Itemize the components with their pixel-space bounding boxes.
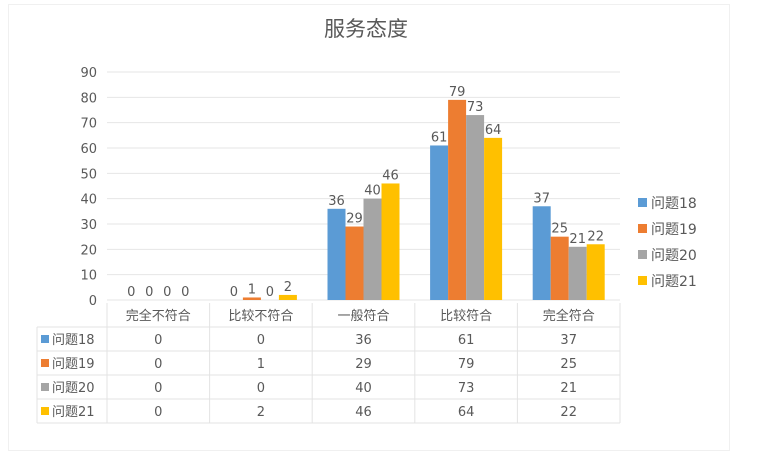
table-cell: 40	[355, 381, 372, 396]
y-tick-label: 10	[80, 269, 97, 284]
legend-label: 问题18	[651, 196, 697, 212]
bar	[586, 244, 605, 300]
category-label: 完全不符合	[126, 308, 191, 324]
table-cell: 0	[154, 405, 162, 420]
table-cell: 1	[257, 357, 265, 372]
table-cell: 0	[257, 381, 265, 396]
category-label: 一般符合	[337, 308, 389, 324]
data-label: 22	[587, 229, 604, 244]
legend-label: 问题19	[651, 222, 697, 238]
bar	[550, 236, 569, 300]
legend-label: 问题20	[651, 248, 697, 264]
y-tick-label: 70	[80, 117, 97, 132]
table-cell: 36	[355, 333, 372, 348]
table-row-header: 问题20	[52, 381, 95, 396]
chart-title: 服务态度	[324, 17, 408, 41]
data-label: 79	[449, 85, 466, 100]
bar	[484, 137, 503, 300]
table-cell: 25	[560, 357, 577, 372]
table-cell: 2	[257, 405, 265, 420]
data-label: 2	[284, 280, 292, 295]
y-tick-label: 80	[80, 91, 97, 106]
bar	[448, 99, 467, 300]
y-tick-label: 50	[80, 167, 97, 182]
y-tick-label: 0	[89, 294, 97, 309]
category-label: 比较符合	[440, 308, 492, 324]
legend: 问题18 问题19 问题20 问题21	[638, 196, 697, 290]
legend-swatch	[638, 276, 647, 285]
y-tick-label: 60	[80, 142, 97, 157]
data-label: 36	[328, 194, 345, 209]
table-row-header: 问题18	[52, 333, 95, 348]
table-cell: 22	[560, 405, 577, 420]
y-axis: 0 10 20 30 40 50 60 70 80 90	[80, 66, 97, 309]
table-cell: 73	[458, 381, 475, 396]
data-label: 0	[163, 285, 171, 300]
bar	[466, 115, 485, 300]
table-cell: 46	[355, 405, 372, 420]
bar	[327, 208, 346, 300]
y-tick-label: 30	[80, 218, 97, 233]
data-label: 46	[382, 168, 399, 183]
data-label: 73	[467, 100, 484, 115]
table-row-header: 问题19	[52, 357, 95, 372]
data-label: 29	[346, 212, 363, 227]
table-key-swatch	[41, 407, 49, 415]
data-label: 37	[533, 191, 550, 206]
data-label: 25	[551, 222, 568, 237]
bars	[242, 99, 605, 300]
bar	[430, 145, 449, 300]
table-cell: 29	[355, 357, 372, 372]
data-label: 0	[145, 285, 153, 300]
bar	[363, 198, 382, 300]
legend-swatch	[638, 224, 647, 233]
category-label: 完全符合	[543, 308, 595, 324]
legend-label: 问题21	[651, 274, 697, 290]
data-label: 64	[485, 123, 502, 138]
table-key-swatch	[41, 335, 49, 343]
y-tick-label: 90	[80, 66, 97, 81]
data-label: 40	[364, 184, 381, 199]
table-cell: 21	[560, 381, 577, 396]
legend-swatch	[638, 198, 647, 207]
data-label: 0	[127, 285, 135, 300]
legend-swatch	[638, 250, 647, 259]
table-cell: 0	[154, 357, 162, 372]
table-cell: 64	[458, 405, 475, 420]
data-label: 61	[431, 130, 448, 145]
table-key-swatch	[41, 359, 49, 367]
data-label: 0	[266, 285, 274, 300]
y-tick-label: 20	[80, 243, 97, 258]
table-cell: 0	[154, 333, 162, 348]
table-cell: 0	[154, 381, 162, 396]
data-label: 21	[569, 232, 586, 247]
table-cell: 61	[458, 333, 475, 348]
table-key-swatch	[41, 383, 49, 391]
data-label: 0	[230, 285, 238, 300]
bar	[532, 206, 551, 300]
bar	[381, 183, 400, 300]
bar	[345, 226, 364, 300]
category-label: 比较不符合	[228, 308, 293, 324]
table-cell: 79	[458, 357, 475, 372]
bar	[568, 246, 587, 300]
y-tick-label: 40	[80, 193, 97, 208]
table-row-header: 问题21	[52, 405, 95, 420]
data-label: 0	[181, 285, 189, 300]
table-cell: 0	[257, 333, 265, 348]
bar	[278, 294, 297, 300]
data-label: 1	[248, 282, 256, 297]
bar	[242, 297, 261, 300]
table-cell: 37	[560, 333, 577, 348]
